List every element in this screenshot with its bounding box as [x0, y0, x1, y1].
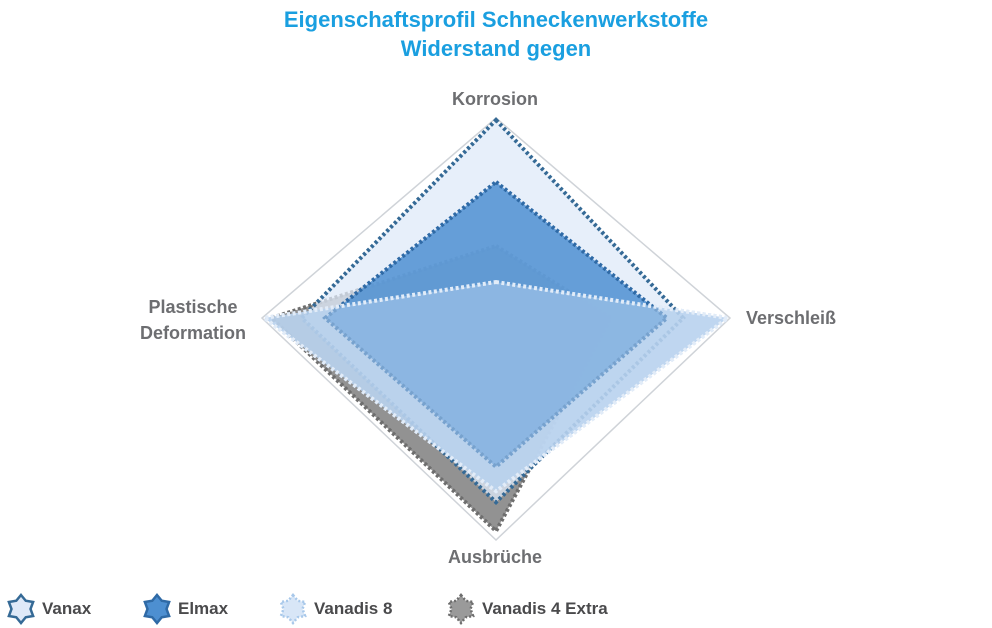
legend-item-vanadis-4-extra[interactable]: Vanadis 4 Extra: [444, 592, 608, 626]
legend-star-icon-vanadis-8: [279, 593, 307, 625]
radar-chart: [259, 117, 733, 542]
axis-label-korrosion: Korrosion: [451, 89, 538, 109]
radar-series-vanadis-8-overlay: [259, 279, 733, 494]
axis-label-plastische-deformation: Plastische Deformation: [139, 297, 246, 343]
legend-label-vanadis-8: Vanadis 8: [314, 599, 393, 618]
legend-item-vanadis-8[interactable]: Vanadis 8: [276, 592, 392, 626]
legend-item-vanax[interactable]: Vanax: [4, 592, 91, 626]
legend-label-vanax: Vanax: [42, 599, 92, 618]
legend-label-elmax: Elmax: [178, 599, 229, 618]
radar-grid-outline: [260, 117, 732, 542]
chart-title-line-1: Eigenschaftsprofil Schneckenwerkstoffe: [283, 7, 709, 32]
legend-star-icon-vanax: [7, 593, 35, 625]
axis-label-ausbrueche: Ausbrüche: [447, 547, 543, 567]
legend-star-icon-vanadis-4-extra: [447, 593, 475, 625]
legend-label-vanadis-4-extra: Vanadis 4 Extra: [482, 599, 608, 618]
legend-star-icon-elmax: [143, 593, 171, 625]
chart-title-line-2: Widerstand gegen: [400, 36, 592, 61]
legend-item-elmax[interactable]: Elmax: [140, 592, 228, 626]
axis-label-verschleiss: Verschleiß: [746, 308, 837, 328]
